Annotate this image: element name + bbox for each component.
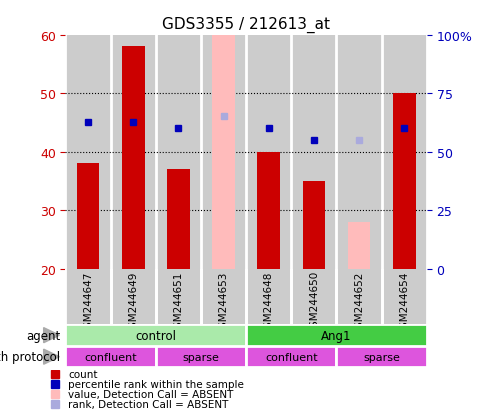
Text: rank, Detection Call = ABSENT: rank, Detection Call = ABSENT: [68, 399, 228, 409]
Text: value, Detection Call = ABSENT: value, Detection Call = ABSENT: [68, 389, 233, 399]
Title: GDS3355 / 212613_at: GDS3355 / 212613_at: [162, 17, 330, 33]
Bar: [257, 152, 279, 269]
Text: agent: agent: [26, 329, 60, 342]
Bar: [65, 325, 245, 346]
Bar: [381, 36, 426, 269]
Text: GSM244653: GSM244653: [218, 271, 228, 334]
Bar: [392, 94, 415, 269]
Bar: [291, 269, 336, 325]
Text: sparse: sparse: [363, 352, 399, 362]
Text: control: control: [135, 329, 176, 342]
Bar: [200, 36, 245, 269]
Bar: [245, 346, 336, 368]
Bar: [245, 325, 426, 346]
Bar: [200, 269, 245, 325]
Bar: [381, 269, 426, 325]
Bar: [155, 346, 245, 368]
Bar: [110, 269, 155, 325]
Polygon shape: [44, 328, 59, 343]
Bar: [245, 36, 291, 269]
Text: GSM244649: GSM244649: [128, 271, 138, 334]
Text: growth protocol: growth protocol: [0, 350, 60, 363]
Text: GSM244648: GSM244648: [263, 271, 273, 334]
Bar: [65, 36, 110, 269]
Bar: [302, 181, 324, 269]
Bar: [76, 164, 99, 269]
Text: GSM244651: GSM244651: [173, 271, 183, 334]
Bar: [336, 36, 381, 269]
Bar: [336, 269, 381, 325]
Bar: [121, 47, 144, 269]
Bar: [167, 170, 189, 269]
Text: GSM244650: GSM244650: [308, 271, 318, 334]
Text: percentile rank within the sample: percentile rank within the sample: [68, 380, 243, 389]
Bar: [155, 269, 200, 325]
Text: confluent: confluent: [84, 352, 136, 362]
Text: GSM244652: GSM244652: [353, 271, 363, 334]
Bar: [212, 36, 234, 269]
Bar: [110, 36, 155, 269]
Text: Ang1: Ang1: [320, 329, 351, 342]
Text: sparse: sparse: [182, 352, 219, 362]
Bar: [155, 36, 200, 269]
Text: confluent: confluent: [264, 352, 317, 362]
Polygon shape: [44, 349, 59, 364]
Bar: [347, 222, 370, 269]
Bar: [65, 269, 110, 325]
Bar: [245, 269, 291, 325]
Bar: [65, 346, 155, 368]
Text: GSM244654: GSM244654: [398, 271, 408, 334]
Bar: [336, 346, 426, 368]
Bar: [291, 36, 336, 269]
Text: GSM244647: GSM244647: [83, 271, 93, 334]
Text: count: count: [68, 370, 97, 380]
